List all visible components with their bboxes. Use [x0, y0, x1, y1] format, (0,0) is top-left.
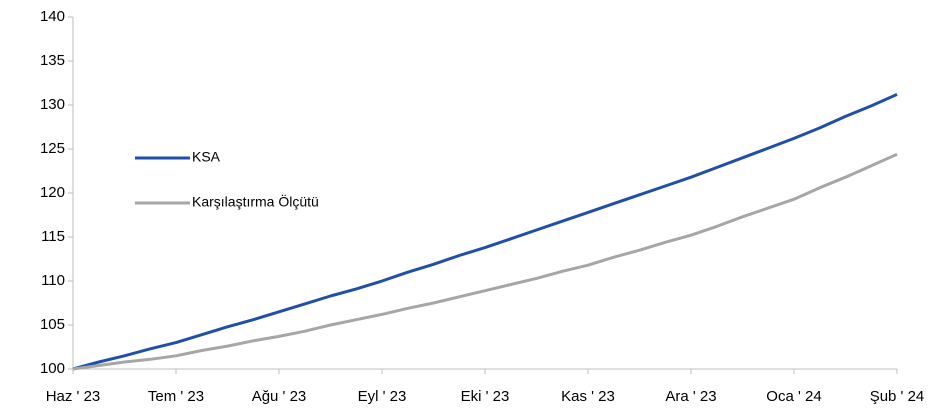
y-tick-label: 140 — [40, 8, 65, 25]
x-tick-label: Şub ' 24 — [870, 388, 925, 405]
x-tick-label: Oca ' 24 — [766, 388, 821, 405]
x-tick-label: Tem ' 23 — [148, 388, 204, 405]
y-tick-label: 110 — [41, 272, 65, 289]
series-line — [72, 93, 898, 371]
x-tick-label: Eyl ' 23 — [358, 388, 407, 405]
legend-label: KSA — [192, 149, 221, 165]
x-tick-label: Haz ' 23 — [46, 388, 101, 405]
y-tick-label: 130 — [40, 96, 65, 113]
y-tick-label: 120 — [40, 184, 65, 201]
y-tick-label: 125 — [40, 140, 65, 157]
series-line — [72, 152, 898, 371]
y-tick-label: 100 — [40, 360, 65, 377]
y-tick-label: 135 — [40, 52, 65, 69]
x-tick-label: Kas ' 23 — [561, 388, 615, 405]
x-tick-label: Eki ' 23 — [461, 388, 510, 405]
y-tick-label: 115 — [41, 228, 65, 245]
x-tick-label: Ara ' 23 — [665, 388, 716, 405]
x-tick-label: Ağu ' 23 — [252, 388, 307, 405]
legend-label: Karşılaştırma Ölçütü — [192, 193, 319, 210]
y-tick-label: 105 — [40, 316, 65, 333]
